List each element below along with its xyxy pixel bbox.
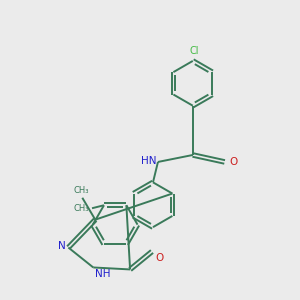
Text: Cl: Cl: [190, 46, 199, 56]
Text: N: N: [58, 241, 66, 251]
Text: O: O: [229, 157, 237, 167]
Text: CH₃: CH₃: [74, 204, 89, 213]
Text: NH: NH: [95, 269, 110, 279]
Text: CH₃: CH₃: [73, 186, 88, 195]
Text: O: O: [155, 253, 163, 263]
Text: HN: HN: [141, 156, 157, 166]
